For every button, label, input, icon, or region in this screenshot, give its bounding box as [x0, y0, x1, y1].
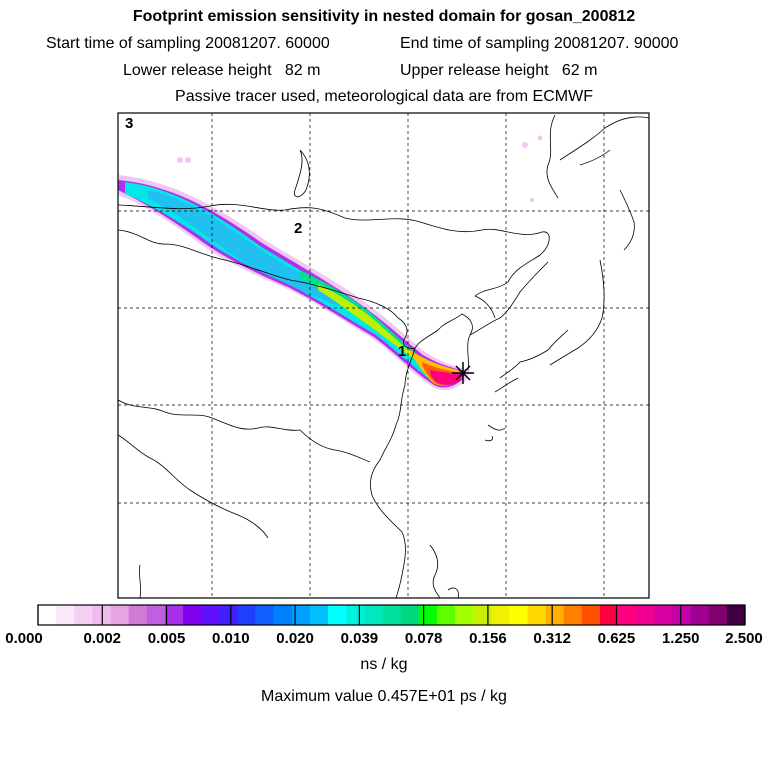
colorbar-swatch [527, 605, 546, 625]
max-value: Maximum value 0.457E+01 ps / kg [261, 688, 507, 705]
colorbar-swatch [164, 605, 184, 625]
colorbar-swatch [273, 605, 293, 625]
sampling-end: End time of sampling 20081207. 90000 [400, 35, 679, 52]
coastlines [118, 114, 649, 598]
colorbar-swatch [618, 605, 637, 625]
graticule [118, 113, 649, 598]
colorbar-swatch [509, 605, 528, 625]
colorbar-swatch [74, 605, 93, 625]
colorbar-swatch [473, 605, 492, 625]
plume [118, 135, 543, 391]
colorbar-tick-label: 0.005 [147, 630, 186, 647]
colorbar-tick-label: 0.312 [533, 630, 571, 647]
colorbar-tick-label: 0.156 [469, 630, 507, 647]
colorbar-border [37, 604, 746, 626]
colorbar-tick-label: 0.039 [340, 630, 379, 647]
colorbar-tick-label: 0.002 [83, 630, 122, 647]
colorbar-swatch [346, 605, 365, 625]
release-upper: Upper release height 62 m [400, 62, 598, 79]
colorbar-swatch [201, 605, 220, 625]
colorbar-swatch [708, 605, 728, 625]
map-label-2: 2 [294, 220, 302, 237]
colorbar-swatch [255, 605, 274, 625]
colorbar-swatch [454, 605, 474, 625]
colorbar-swatch [690, 605, 710, 625]
colorbar-swatch [110, 605, 129, 625]
colorbar-swatch [382, 605, 401, 625]
colorbar-swatch [400, 605, 419, 625]
colorbar-swatch [654, 605, 673, 625]
colorbar-tick-label: 0.010 [212, 630, 250, 647]
colorbar-swatch [364, 605, 383, 625]
colorbar-swatch [563, 605, 583, 625]
colorbar-swatch [328, 605, 347, 625]
colorbar-swatch [183, 605, 202, 625]
colorbar-swatch [545, 605, 565, 625]
colorbar-unit: ns / kg [360, 656, 408, 673]
colorbar-swatch [418, 605, 438, 625]
colorbar-swatch [726, 605, 746, 625]
star-marker [452, 362, 474, 384]
colorbar-swatch [599, 605, 619, 625]
colorbar-swatch [146, 605, 166, 625]
colorbar-tick-label: 1.250 [661, 630, 700, 647]
colorbar-tick-label: 0.020 [276, 630, 314, 647]
colorbar-swatch [309, 605, 329, 625]
map-frame [117, 112, 650, 599]
colorbar-swatch [38, 605, 57, 625]
colorbar-swatch [581, 605, 601, 625]
release-lower: Lower release height 82 m [123, 62, 321, 79]
colorbar [37, 604, 746, 626]
colorbar-swatch [237, 605, 256, 625]
map-label-1: 1 [398, 343, 406, 360]
tracer-note: Passive tracer used, meteorological data… [175, 88, 593, 105]
colorbar-tick-label: 0.078 [404, 630, 443, 647]
colorbar-swatch [291, 605, 311, 625]
map-label-3: 3 [125, 115, 133, 132]
colorbar-swatch [491, 605, 510, 625]
figure-title: Footprint emission sensitivity in nested… [132, 8, 636, 25]
colorbar-swatch [56, 605, 75, 625]
colorbar-swatch [436, 605, 456, 625]
colorbar-swatch [672, 605, 691, 625]
colorbar-swatch [92, 605, 111, 625]
colorbar-swatch [219, 605, 238, 625]
colorbar-swatch [636, 605, 655, 625]
colorbar-tick-label: 2.500 [725, 630, 763, 647]
sampling-start: Start time of sampling 20081207. 60000 [46, 35, 330, 52]
colorbar-tick-label: 0.625 [597, 630, 636, 647]
colorbar-swatch [128, 605, 148, 625]
colorbar-tick-label: 0.000 [5, 630, 43, 647]
